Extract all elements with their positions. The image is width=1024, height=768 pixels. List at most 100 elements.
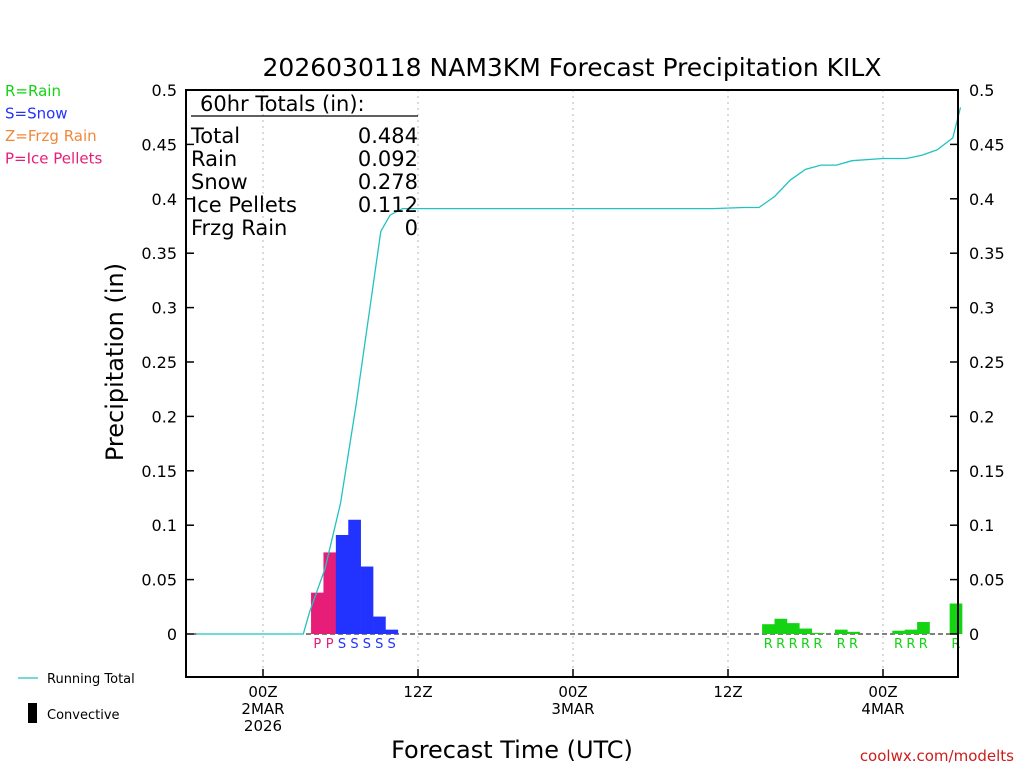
precip-type-legend: R=Rain S=Snow Z=Frzg Rain P=Ice Pellets xyxy=(5,82,102,168)
precip-bar-12 xyxy=(834,629,848,634)
y-tick-label-right: 0.25 xyxy=(969,353,1005,372)
y-tick-label-right: 0.3 xyxy=(969,299,994,318)
precip-bar-15 xyxy=(904,629,918,634)
y-tick-label-left: 0.3 xyxy=(152,299,177,318)
x-tick-label: 12Z xyxy=(713,683,742,701)
precip-type-label-1: P xyxy=(326,637,334,652)
credit-text: coolwx.com/modelts xyxy=(860,747,1014,765)
y-tick-label-left: 0.5 xyxy=(152,81,177,100)
running-total-legend-label: Running Total xyxy=(47,672,135,687)
precip-type-label-9: R xyxy=(789,637,798,652)
x-tick-label: 3MAR xyxy=(551,700,594,718)
x-tick-label: 2MAR xyxy=(241,700,284,718)
x-tick-label: 12Z xyxy=(403,683,432,701)
precip-bar-11 xyxy=(811,632,825,634)
y-tick-label-left: 0.35 xyxy=(141,244,177,263)
running-total-line xyxy=(196,107,962,635)
precip-bar-9 xyxy=(786,623,800,634)
precip-type-label-6: S xyxy=(388,637,396,652)
y-tick-label-left: 0.45 xyxy=(141,135,177,154)
precip-type-label-13: R xyxy=(849,637,858,652)
precip-bar-6 xyxy=(385,629,399,634)
y-tick-label-right: 0.4 xyxy=(969,190,994,209)
totals-row-value: 0.484 xyxy=(358,124,418,148)
y-tick-label-left: 0.25 xyxy=(141,353,177,372)
grid-lines xyxy=(262,90,884,677)
legend-item-R: R=Rain xyxy=(5,82,61,100)
precip-bar-17 xyxy=(949,603,963,634)
x-tick-label: 00Z xyxy=(558,683,587,701)
totals-row-label: Frzg Rain xyxy=(191,216,287,240)
precip-type-label-8: R xyxy=(776,637,785,652)
y-tick-label-right: 0.1 xyxy=(969,516,994,535)
x-tick-label: 00Z xyxy=(868,683,897,701)
x-tick-label: 4MAR xyxy=(861,700,904,718)
y-tick-label-right: 0.15 xyxy=(969,462,1005,481)
y-tick-label-right: 0.45 xyxy=(969,135,1005,154)
precip-bar-3 xyxy=(348,519,361,634)
precip-bar-5 xyxy=(373,616,386,634)
precip-type-label-0: P xyxy=(313,637,321,652)
precip-bar-0 xyxy=(311,592,324,634)
precip-type-label-12: R xyxy=(837,637,846,652)
precip-type-label-5: S xyxy=(375,637,383,652)
totals-rows: Total 0.484 Rain 0.092 Snow 0.278 Ice Pellets 0… xyxy=(190,124,418,240)
y-tick-label-left: 0.1 xyxy=(152,516,177,535)
y-axis-left-ticks: 0 0.05 0.1 0.15 0.2 0.25 0.3 0.35 0.4 0.45 0.5 xyxy=(141,81,194,644)
y-tick-label-left: 0.05 xyxy=(141,571,177,590)
x-tick-label: 2026 xyxy=(244,717,282,735)
totals-row-label: Ice Pellets xyxy=(191,193,297,217)
y-tick-label-right: 0.35 xyxy=(969,244,1005,263)
precip-type-label-14: R xyxy=(894,637,903,652)
x-tick-label: 00Z xyxy=(248,683,277,701)
precip-type-label-17: R xyxy=(951,637,960,652)
y-tick-label-left: 0.4 xyxy=(152,190,177,209)
y-tick-label-left: 0 xyxy=(167,625,177,644)
chart-title: 2026030118 NAM3KM Forecast Precipitation… xyxy=(263,53,882,82)
y-tick-label-left: 0.2 xyxy=(152,407,177,426)
bars-group xyxy=(311,519,963,634)
precip-type-label-3: S xyxy=(350,637,358,652)
precip-type-label-15: R xyxy=(906,637,915,652)
x-axis-label: Forecast Time (UTC) xyxy=(391,736,633,764)
precip-type-label-7: R xyxy=(764,637,773,652)
precip-bar-1 xyxy=(323,552,337,634)
y-tick-label-right: 0 xyxy=(969,625,979,644)
y-tick-label-left: 0.15 xyxy=(141,462,177,481)
convective-legend-label: Convective xyxy=(47,708,120,723)
totals-row-value: 0 xyxy=(405,216,418,240)
precip-bar-8 xyxy=(774,618,788,634)
legend-item-Z: Z=Frzg Rain xyxy=(5,127,97,145)
totals-box: 60hr Totals (in): Total 0.484 Rain 0.092 Sno… xyxy=(190,92,418,240)
precip-type-label-10: R xyxy=(801,637,810,652)
precip-bar-10 xyxy=(799,628,812,634)
convective-legend: Convective xyxy=(28,703,120,723)
precip-bar-14 xyxy=(892,630,905,634)
y-axis-right-ticks: 0 0.05 0.1 0.15 0.2 0.25 0.3 0.35 0.4 0.45 0.5 xyxy=(950,81,1005,644)
totals-row-label: Rain xyxy=(191,147,237,171)
precip-bar-13 xyxy=(847,631,861,634)
precip-bar-16 xyxy=(917,622,930,634)
precip-type-label-11: R xyxy=(813,637,822,652)
totals-row-value: 0.112 xyxy=(358,193,418,217)
legend-item-S: S=Snow xyxy=(5,105,68,123)
y-axis-label: Precipitation (in) xyxy=(101,263,129,461)
y-tick-label-right: 0.05 xyxy=(969,571,1005,590)
precip-bar-7 xyxy=(762,624,775,634)
y-tick-label-right: 0.5 xyxy=(969,81,994,100)
precip-type-label-2: S xyxy=(338,637,346,652)
running-total-legend: Running Total xyxy=(18,672,135,687)
convective-legend-swatch xyxy=(28,703,37,723)
totals-heading: 60hr Totals (in): xyxy=(200,92,365,116)
plot-frame xyxy=(185,89,959,678)
totals-row-label: Snow xyxy=(191,170,248,194)
totals-row-label: Total xyxy=(190,124,240,148)
precip-type-label-16: R xyxy=(919,637,928,652)
totals-row-value: 0.278 xyxy=(358,170,418,194)
y-tick-label-right: 0.2 xyxy=(969,407,994,426)
precip-type-label-4: S xyxy=(363,637,371,652)
totals-row-value: 0.092 xyxy=(358,147,418,171)
